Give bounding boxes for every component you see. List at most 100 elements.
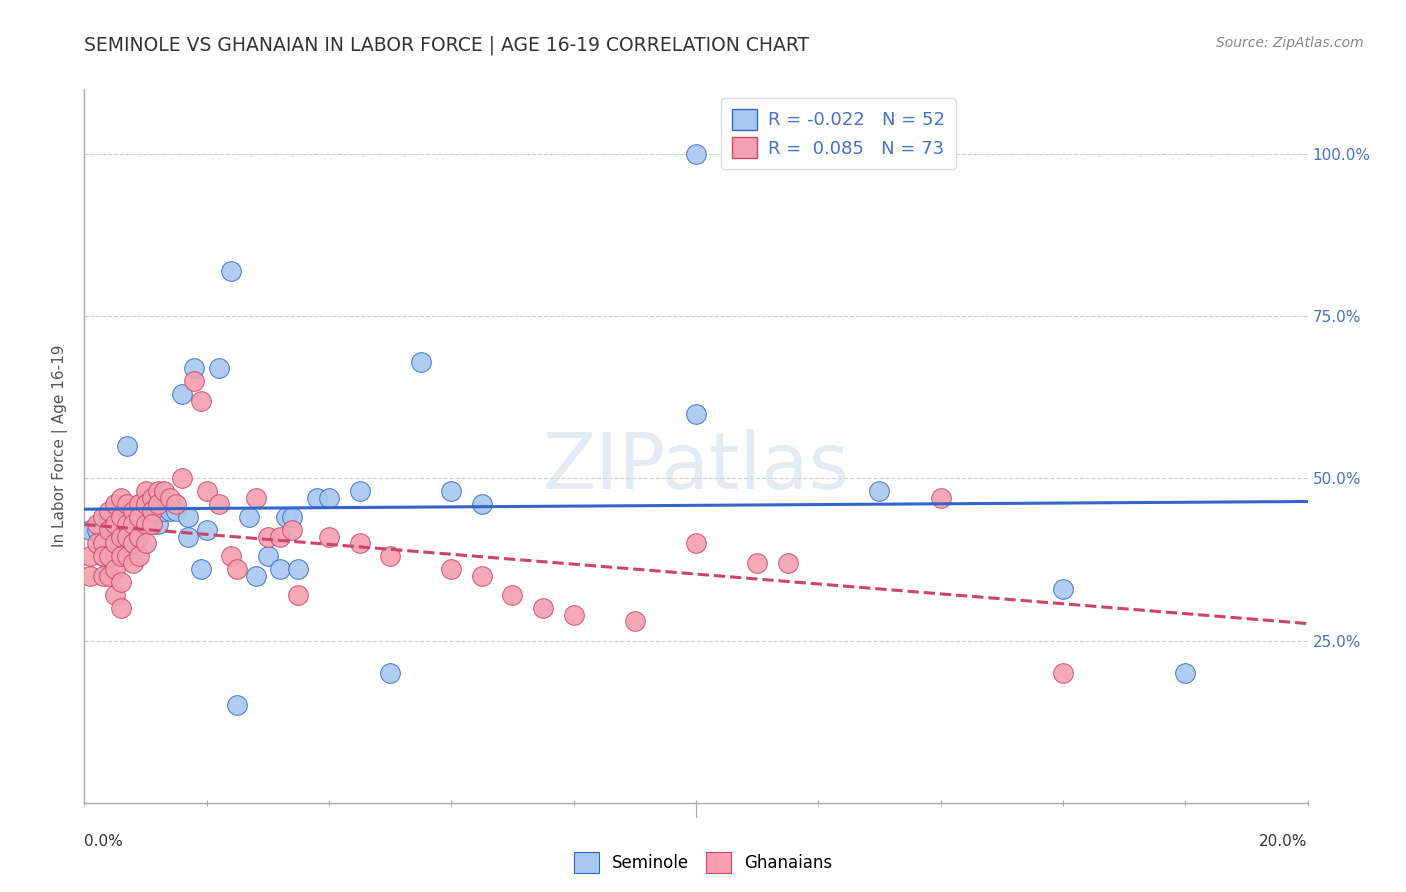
Point xyxy=(110,516,132,531)
Point xyxy=(195,484,218,499)
Point xyxy=(141,491,163,505)
Point xyxy=(128,497,150,511)
Point xyxy=(115,516,138,531)
Point xyxy=(128,510,150,524)
Point xyxy=(97,504,120,518)
Point xyxy=(219,549,242,564)
Point xyxy=(79,568,101,582)
Point xyxy=(269,530,291,544)
Point xyxy=(122,516,145,531)
Point xyxy=(318,491,340,505)
Text: 20.0%: 20.0% xyxy=(1260,834,1308,849)
Point xyxy=(91,524,114,538)
Point xyxy=(257,549,280,564)
Point xyxy=(219,264,242,278)
Point xyxy=(747,556,769,570)
Point xyxy=(685,407,707,421)
Point xyxy=(281,524,304,538)
Point xyxy=(305,491,328,505)
Point xyxy=(869,484,891,499)
Point xyxy=(115,549,138,564)
Point xyxy=(135,536,157,550)
Point xyxy=(91,549,114,564)
Point xyxy=(257,530,280,544)
Point xyxy=(349,484,371,499)
Point xyxy=(776,556,799,570)
Point xyxy=(135,510,157,524)
Point xyxy=(122,504,145,518)
Point xyxy=(91,510,114,524)
Point xyxy=(380,666,402,681)
Point xyxy=(349,536,371,550)
Point xyxy=(287,562,309,576)
Point xyxy=(685,536,707,550)
Legend: Seminole, Ghanaians: Seminole, Ghanaians xyxy=(567,846,839,880)
Y-axis label: In Labor Force | Age 16-19: In Labor Force | Age 16-19 xyxy=(52,344,69,548)
Point xyxy=(91,536,114,550)
Point xyxy=(104,497,127,511)
Point xyxy=(471,497,494,511)
Text: Source: ZipAtlas.com: Source: ZipAtlas.com xyxy=(1216,36,1364,50)
Point xyxy=(79,524,101,538)
Point xyxy=(128,497,150,511)
Point xyxy=(159,491,181,505)
Legend: R = -0.022   N = 52, R =  0.085   N = 73: R = -0.022 N = 52, R = 0.085 N = 73 xyxy=(721,98,956,169)
Point xyxy=(110,601,132,615)
Point xyxy=(135,516,157,531)
Point xyxy=(86,516,108,531)
Point xyxy=(1174,666,1197,681)
Point xyxy=(276,510,298,524)
Point xyxy=(226,698,249,713)
Point xyxy=(440,562,463,576)
Point xyxy=(110,536,132,550)
Text: ZIPatlas: ZIPatlas xyxy=(543,429,849,506)
Point xyxy=(624,614,647,628)
Point xyxy=(97,536,120,550)
Point xyxy=(226,562,249,576)
Point xyxy=(562,607,585,622)
Point xyxy=(146,484,169,499)
Point xyxy=(190,393,212,408)
Point xyxy=(97,510,120,524)
Point xyxy=(269,562,291,576)
Point xyxy=(110,549,132,564)
Point xyxy=(471,568,494,582)
Point xyxy=(86,536,108,550)
Point xyxy=(183,374,205,388)
Point xyxy=(104,516,127,531)
Point xyxy=(380,549,402,564)
Point xyxy=(104,588,127,602)
Point xyxy=(502,588,524,602)
Point xyxy=(190,562,212,576)
Point xyxy=(1052,666,1074,681)
Point xyxy=(153,504,176,518)
Point xyxy=(165,497,187,511)
Point xyxy=(146,497,169,511)
Point xyxy=(104,549,127,564)
Point xyxy=(159,504,181,518)
Point xyxy=(110,491,132,505)
Point xyxy=(281,510,304,524)
Point xyxy=(128,549,150,564)
Point xyxy=(97,549,120,564)
Point xyxy=(1052,582,1074,596)
Point xyxy=(115,530,138,544)
Point xyxy=(104,536,127,550)
Point xyxy=(245,491,267,505)
Point xyxy=(146,497,169,511)
Point xyxy=(238,510,260,524)
Point xyxy=(440,484,463,499)
Point xyxy=(79,549,101,564)
Point xyxy=(135,484,157,499)
Point xyxy=(110,530,132,544)
Point xyxy=(685,147,707,161)
Point xyxy=(91,549,114,564)
Point xyxy=(135,497,157,511)
Point xyxy=(141,516,163,531)
Point xyxy=(110,575,132,590)
Point xyxy=(146,516,169,531)
Point xyxy=(318,530,340,544)
Point xyxy=(153,484,176,499)
Point xyxy=(177,530,200,544)
Point xyxy=(172,387,194,401)
